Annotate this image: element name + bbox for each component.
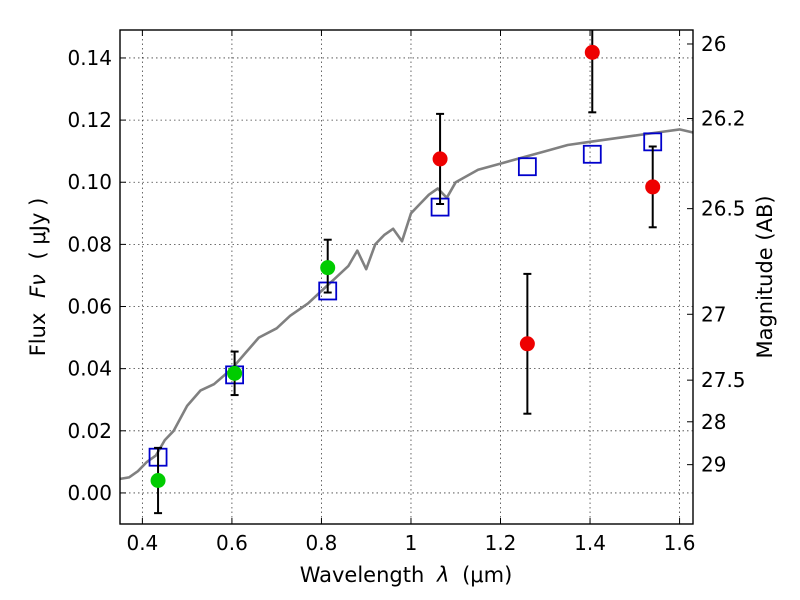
y-axis-symbol: Fν — [26, 274, 50, 298]
data-series — [119, 30, 694, 515]
magnitude-axis-label: Magnitude (AB) — [753, 195, 777, 358]
x-tick-label: 1 — [405, 531, 418, 555]
x-axis-unit: (μm) — [462, 563, 512, 587]
y-tick-label: 0.02 — [67, 419, 112, 443]
y-axis-label: Flux Fν ( μJy ) — [26, 198, 50, 357]
green-data-point — [320, 260, 336, 276]
magnitude-tick-label: 29 — [701, 453, 726, 477]
y-tick-label: 0.08 — [67, 232, 112, 256]
magnitude-tick-label: 28 — [701, 410, 726, 434]
red-data-point — [432, 151, 448, 167]
y-tick-label: 0.14 — [67, 46, 112, 70]
red-data-point — [519, 336, 535, 352]
x-tick-label: 1.2 — [485, 531, 517, 555]
y-axis-label-text: Flux — [26, 313, 50, 357]
plot-frame — [119, 29, 694, 525]
y-axis-unit: ( μJy ) — [26, 198, 50, 260]
y-tick-label: 0.10 — [67, 170, 112, 194]
red-data-point — [645, 179, 661, 195]
magnitude-tick-label: 26.5 — [701, 197, 746, 221]
magnitude-tick-label: 26.2 — [701, 107, 746, 131]
gridlines — [120, 30, 693, 524]
y-tick-label: 0.00 — [67, 481, 112, 505]
axes: 0.4 0.6 0.8 1 1.2 1.4 1.6 0.00 0.02 0.04 0.06 0.08 0… — [67, 30, 746, 555]
sed-line — [119, 128, 694, 481]
magnitude-tick-label: 27.5 — [701, 368, 746, 392]
magnitude-tick-label: 27 — [701, 302, 726, 326]
x-tick-label: 0.8 — [306, 531, 338, 555]
y-tick-label: 0.04 — [67, 357, 112, 381]
model-square-point — [517, 157, 537, 177]
plot-background — [120, 30, 693, 524]
y-tick-label: 0.12 — [67, 108, 112, 132]
green-data-point — [227, 365, 243, 381]
magnitude-tick-label: 26 — [701, 32, 726, 56]
model-square-point — [582, 144, 602, 164]
x-axis-label-text: Wavelength — [300, 563, 425, 587]
y-tick-label: 0.06 — [67, 295, 112, 319]
x-tick-label: 0.4 — [126, 531, 158, 555]
x-tick-label: 0.6 — [216, 531, 248, 555]
x-axis-label: Wavelength λ (μm) — [300, 563, 513, 587]
x-axis-symbol: λ — [436, 563, 449, 587]
green-data-point — [150, 473, 166, 489]
x-tick-label: 1.4 — [574, 531, 606, 555]
red-data-point — [584, 44, 600, 60]
x-tick-label: 1.6 — [664, 531, 696, 555]
